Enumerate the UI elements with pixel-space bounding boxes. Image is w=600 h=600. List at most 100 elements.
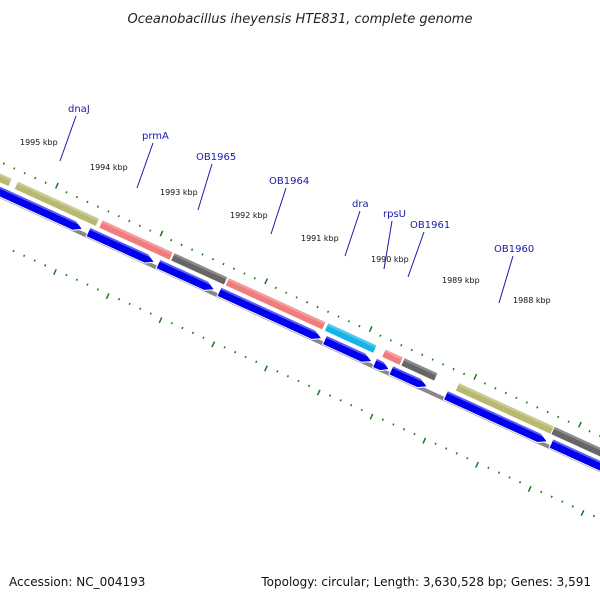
inner-tick — [360, 408, 363, 412]
cds-arrow-highlight — [325, 335, 368, 357]
inner-tick — [149, 312, 152, 315]
inner-tick — [445, 447, 448, 450]
gene-bar-highlight — [227, 277, 327, 325]
inner-tick — [413, 432, 416, 436]
outer-tick — [400, 344, 403, 347]
gene-track — [0, 172, 600, 458]
inner-tick — [455, 452, 458, 455]
outer-tick — [264, 278, 269, 285]
inner-tick — [234, 350, 237, 354]
outer-tick — [567, 420, 570, 423]
gene-bar-highlight — [553, 426, 600, 451]
cds-arrow — [0, 185, 84, 231]
gene-bar-ob1961 — [400, 356, 439, 382]
inner-tick — [86, 283, 89, 286]
gene-bar-next — [550, 425, 600, 458]
outer-tick — [442, 363, 445, 366]
inner-tick — [592, 514, 596, 518]
gene-label-prma: prmA — [142, 131, 169, 142]
outer-tick — [494, 387, 497, 390]
outer-tick — [431, 358, 434, 361]
inner-tick — [139, 307, 142, 310]
outer-tick — [2, 162, 5, 165]
gene-leader-line — [270, 187, 287, 235]
gene-bar-rpsu — [380, 348, 405, 367]
inner-tick — [422, 437, 427, 444]
inner-tick — [540, 490, 543, 494]
inner-tick — [33, 259, 36, 262]
inner-tick — [339, 399, 342, 402]
inner-tick — [550, 495, 553, 498]
gene-bar-dnaj — [0, 172, 14, 188]
gene-bar-highlight — [403, 357, 439, 376]
inner-tick — [264, 365, 268, 372]
kbp-label: 1991 kbp — [301, 234, 339, 243]
outer-tick-marks — [2, 162, 600, 438]
inner-tick — [381, 418, 384, 421]
inner-tick — [23, 254, 26, 257]
outer-tick — [578, 421, 582, 428]
inner-tick — [402, 428, 406, 431]
outer-tick — [34, 176, 37, 180]
gene-label-dnaj: dnaJ — [68, 104, 90, 115]
cds-arrow — [388, 365, 429, 389]
gene-label-ob1964: OB1964 — [269, 176, 309, 187]
gene-label-ob1960: OB1960 — [494, 244, 534, 255]
cds-arrow-highlight — [375, 358, 386, 366]
outer-tick — [358, 324, 361, 328]
inner-tick — [65, 273, 68, 277]
outer-tick — [368, 326, 373, 333]
outer-tick — [159, 230, 164, 237]
gene-bar-highlight — [16, 181, 100, 222]
inner-tick — [350, 403, 353, 407]
outer-tick — [295, 296, 298, 299]
genome-summary: Topology: circular; Length: 3,630,528 bp… — [260, 575, 591, 589]
cds-arrow-highlight — [446, 390, 544, 438]
outer-tick — [473, 373, 478, 380]
gene-labels: dnaJ prmA OB1965 OB1964 dra rpsU OB1961 OB1960 — [59, 104, 534, 304]
outer-tick — [211, 257, 215, 261]
cds-arrow — [321, 334, 373, 363]
gene-leader-line — [498, 255, 514, 304]
gene-bar-highlight — [173, 252, 228, 280]
outer-tick — [128, 219, 131, 223]
inner-tick — [244, 355, 247, 359]
inner-tick — [316, 389, 321, 396]
inner-tick — [475, 461, 479, 468]
inner-tick — [527, 485, 532, 492]
outer-tick — [285, 291, 288, 294]
kbp-label: 1990 kbp — [371, 255, 409, 264]
outer-tick — [170, 238, 173, 242]
inner-tick — [297, 379, 300, 383]
gene-bar-dnaj — [13, 180, 101, 228]
map-title: Oceanobacillus iheyensis HTE831, complet… — [128, 12, 473, 27]
inner-tick — [191, 331, 195, 335]
inner-tick — [392, 423, 395, 426]
gene-bar-prma — [98, 219, 175, 261]
inner-tick — [497, 471, 501, 474]
outer-tick — [107, 210, 110, 213]
gene-bar-ob1965 — [169, 251, 229, 286]
outer-tick — [23, 171, 26, 175]
gene-bar-highlight — [457, 382, 555, 429]
inner-tick — [286, 375, 290, 378]
outer-tick — [504, 391, 507, 395]
outer-tick — [117, 214, 120, 218]
cds-arrow-highlight — [0, 186, 79, 225]
inner-tick — [561, 500, 564, 503]
gene-bar-highlight — [384, 348, 404, 360]
outer-tick — [452, 367, 455, 371]
gene-leader-line — [344, 210, 361, 257]
inner-tick — [487, 466, 490, 470]
gene-leader-line — [383, 220, 393, 270]
outer-tick — [149, 229, 152, 232]
inner-tick — [44, 264, 47, 267]
inner-tick — [12, 249, 15, 253]
gene-bar-highlight — [0, 172, 13, 182]
inner-tick — [571, 505, 574, 508]
inner-tick — [158, 317, 163, 324]
outer-tick — [243, 272, 246, 275]
outer-tick — [13, 167, 16, 170]
outer-tick — [389, 339, 392, 342]
